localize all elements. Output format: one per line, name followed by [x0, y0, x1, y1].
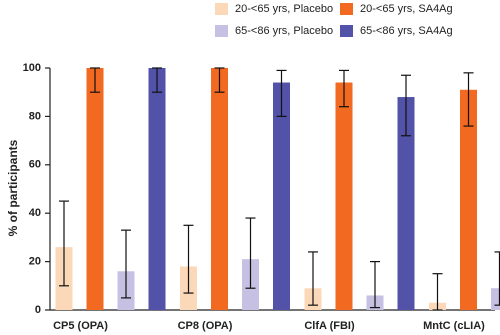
y-tick-label: 0 [35, 304, 41, 316]
bar [491, 288, 500, 310]
legend-swatch [340, 25, 353, 37]
x-tick-label: CP5 (OPA) [53, 320, 108, 332]
y-tick-label: 80 [29, 110, 41, 122]
bar [335, 82, 353, 311]
y-tick-label: 20 [29, 256, 41, 268]
x-tick-label: ClfA (FBI) [304, 320, 355, 332]
legend-swatch [340, 3, 353, 15]
bar [211, 68, 228, 310]
legend-swatch [215, 25, 228, 37]
bar [273, 82, 290, 311]
y-axis-label: % of participants [6, 139, 20, 236]
y-tick-label: 40 [29, 207, 41, 219]
legend-label: 20-<65 yrs, Placebo [235, 3, 333, 15]
bar [460, 89, 477, 310]
legend-label: 20-<65 yrs, SA4Ag [360, 3, 453, 15]
bar [86, 68, 104, 310]
y-tick-label: 60 [29, 159, 41, 171]
x-tick-label: MntC (cLIA) [423, 320, 485, 332]
bar [397, 97, 415, 310]
x-tick-label: CP8 (OPA) [178, 320, 233, 332]
legend-label: 65-<86 yrs, Placebo [235, 25, 333, 37]
y-tick-label: 100 [23, 62, 41, 74]
legend-swatch [215, 3, 228, 15]
legend-label: 65-<86 yrs, SA4Ag [360, 25, 453, 37]
bar [148, 68, 166, 310]
